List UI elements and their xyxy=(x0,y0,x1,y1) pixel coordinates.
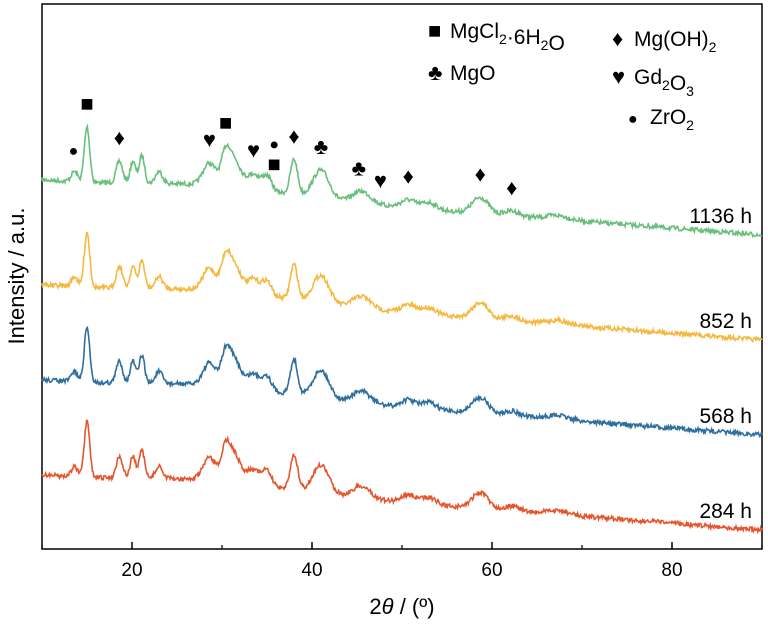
peak-marker: ♣ xyxy=(314,134,328,159)
peak-marker: ♦ xyxy=(506,175,517,200)
curve-labels: 1136 h 852 h 568 h 284 h xyxy=(689,205,752,523)
curves xyxy=(41,123,763,535)
series-label: 1136 h xyxy=(689,205,752,228)
peak-marker: ■ xyxy=(219,110,232,135)
peak-marker: ♥ xyxy=(203,127,216,152)
legend-entry: MgCl2·6H2O xyxy=(450,20,565,55)
series-line-1136h xyxy=(41,123,763,239)
peak-marker: ♦ xyxy=(403,164,414,189)
peak-marker: ♥ xyxy=(247,137,260,162)
series-line-852h xyxy=(41,231,763,344)
series-label: 852 h xyxy=(699,310,752,333)
series-line-284h xyxy=(41,419,763,535)
peak-marker: ■ xyxy=(268,152,281,177)
legend-entry: Mg(OH)2 xyxy=(634,28,717,55)
x-axis-label: 2θ / (º) xyxy=(369,594,434,619)
peak-marker: ♦ xyxy=(475,161,486,186)
legend-symbol: ♥ xyxy=(612,64,625,89)
peak-marker: ■ xyxy=(80,91,93,116)
legend-entry: MgO xyxy=(450,62,496,85)
peak-marker: ● xyxy=(69,143,79,160)
peak-marker: ♦ xyxy=(288,123,299,148)
peak-marker: ♦ xyxy=(114,125,125,150)
x-ticks: 20 40 60 80 xyxy=(41,542,763,581)
x-tick-label: 20 xyxy=(121,560,142,581)
y-axis-label: Intensity / a.u. xyxy=(4,208,29,345)
series-line-568h xyxy=(41,325,763,439)
peak-marker: ♣ xyxy=(352,155,366,180)
series-label: 284 h xyxy=(699,500,752,523)
peak-marker: ● xyxy=(269,137,279,154)
legend-entry: Gd2O3 xyxy=(634,66,694,99)
peak-marker: ♥ xyxy=(374,168,387,193)
legend: ■ MgCl2·6H2O ♦ Mg(OH)2 ♣ MgO ♥ Gd2O3 ● ZrO2 xyxy=(428,18,717,133)
x-tick-label: 40 xyxy=(301,560,322,581)
x-tick-label: 80 xyxy=(661,560,682,581)
legend-entry: ZrO2 xyxy=(650,106,694,133)
peak-markers: ■ ■ ■ ♦ ♦ ♦ ♦ ♦ ♣ ♣ ♥ ♥ ♥ ● ● xyxy=(69,91,518,200)
legend-symbol: ♦ xyxy=(612,26,623,51)
legend-symbol: ♣ xyxy=(428,60,442,85)
x-tick-label: 60 xyxy=(481,560,502,581)
legend-symbol: ● xyxy=(628,111,638,128)
legend-symbol: ■ xyxy=(428,18,441,43)
series-label: 568 h xyxy=(699,405,752,428)
